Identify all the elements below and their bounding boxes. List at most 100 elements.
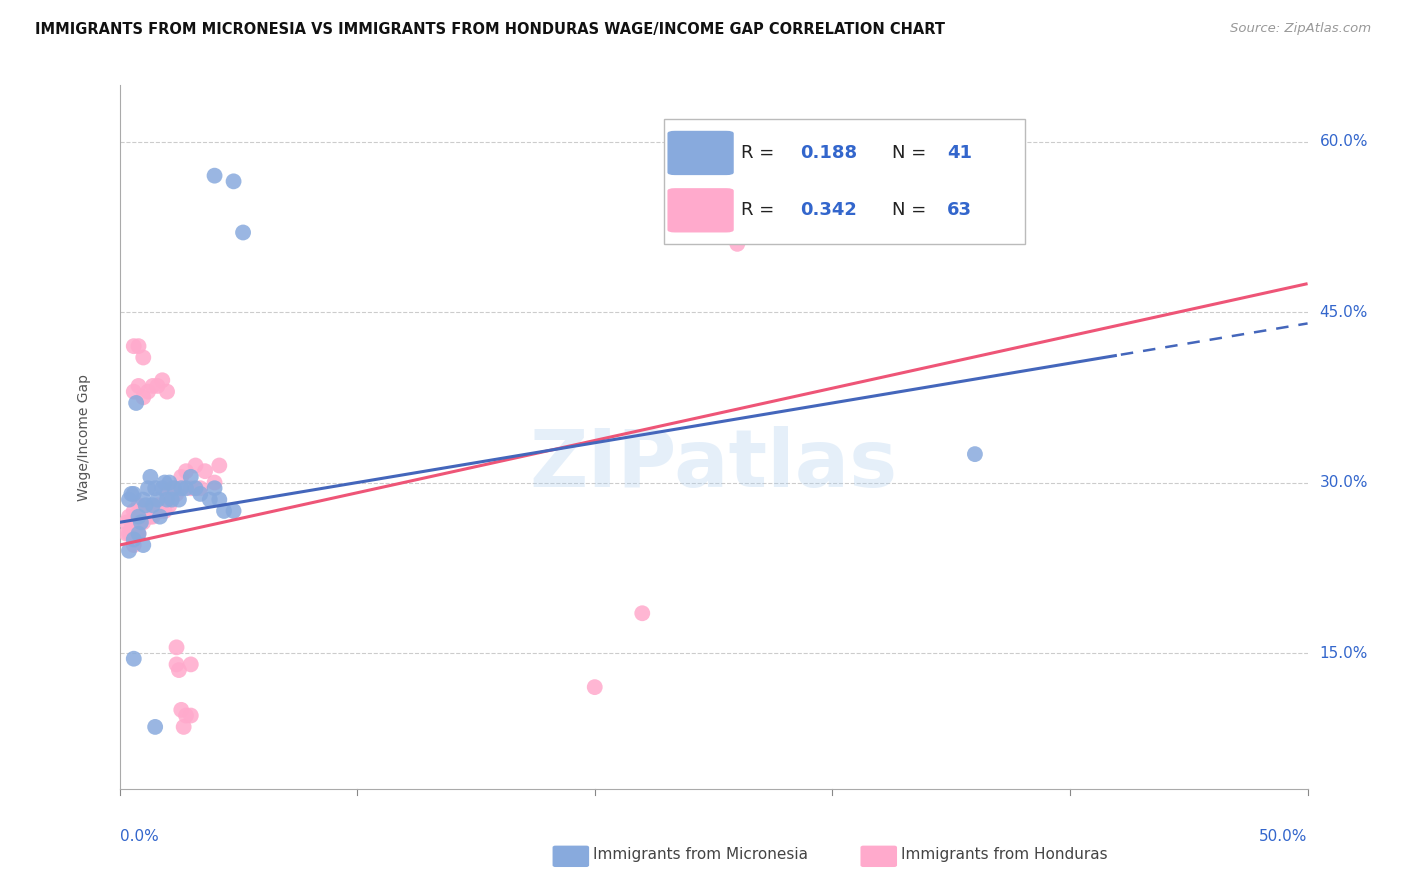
Point [157,498,180,512]
Point [180,708,202,723]
Point [222,504,245,518]
Text: N =: N = [893,202,932,219]
Text: N =: N = [893,144,932,162]
Point [122,384,145,399]
Point [156,492,179,507]
Point [125,526,148,541]
Point [725,236,748,251]
Point [136,384,159,399]
Point [204,475,226,490]
Point [204,481,226,495]
Point [232,226,254,240]
Point [122,504,145,518]
Point [963,226,986,240]
Point [136,504,159,518]
Point [142,509,165,524]
Point [122,339,145,353]
Point [963,447,986,461]
Text: 41: 41 [948,144,973,162]
Point [122,651,145,665]
Point [167,663,190,677]
Point [166,640,188,655]
FancyBboxPatch shape [668,131,734,175]
Point [212,504,235,518]
Point [128,509,150,524]
Text: 0.188: 0.188 [800,144,858,162]
Point [129,516,152,530]
Point [120,516,142,530]
Point [128,339,150,353]
Point [188,481,211,495]
Text: 15.0%: 15.0% [1319,646,1368,661]
Point [174,464,197,478]
Point [153,475,176,490]
Text: Source: ZipAtlas.com: Source: ZipAtlas.com [1230,22,1371,36]
Point [122,533,145,547]
Point [143,720,166,734]
Point [170,703,193,717]
Text: Wage/Income Gap: Wage/Income Gap [77,374,91,500]
Point [222,174,245,188]
Point [173,720,195,734]
Point [120,487,142,501]
Point [150,498,173,512]
Text: 0.342: 0.342 [800,202,856,219]
Point [153,504,176,518]
Point [160,492,183,507]
Point [163,481,186,495]
Point [135,509,157,524]
Point [180,657,202,672]
Point [184,458,207,473]
Point [146,492,169,507]
Point [118,509,141,524]
Point [208,458,231,473]
Point [118,543,141,558]
Point [170,481,193,495]
Point [174,708,197,723]
Point [166,487,188,501]
Point [149,504,172,518]
Point [208,492,231,507]
Text: Immigrants from Honduras: Immigrants from Honduras [901,847,1108,862]
Point [180,470,202,484]
Point [146,379,169,393]
Point [184,481,207,495]
Point [122,538,145,552]
Point [118,492,141,507]
Point [136,481,159,495]
Text: 63: 63 [948,202,973,219]
Point [128,379,150,393]
Text: 60.0%: 60.0% [1319,134,1368,149]
Point [156,487,179,501]
Point [120,526,142,541]
Text: 0.0%: 0.0% [120,830,159,844]
Point [149,509,172,524]
Point [146,498,169,512]
Point [125,509,148,524]
Point [198,492,221,507]
Text: Immigrants from Micronesia: Immigrants from Micronesia [593,847,808,862]
Point [167,492,190,507]
Point [128,526,150,541]
Point [188,487,211,501]
Text: 45.0%: 45.0% [1319,304,1368,319]
Text: ZIPatlas: ZIPatlas [530,426,897,504]
Point [115,516,138,530]
Point [128,526,150,541]
Text: 50.0%: 50.0% [1260,830,1308,844]
Point [143,481,166,495]
Point [135,498,157,512]
Point [115,526,138,541]
Point [118,526,141,541]
Point [170,470,193,484]
Point [160,481,183,495]
Point [142,379,165,393]
Point [139,509,162,524]
Point [132,516,155,530]
Point [142,498,165,512]
Point [631,607,654,621]
Point [157,475,180,490]
Point [125,396,148,410]
Point [150,373,173,387]
Point [132,351,155,365]
